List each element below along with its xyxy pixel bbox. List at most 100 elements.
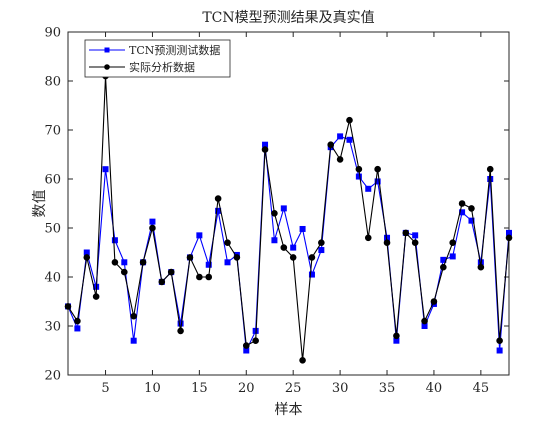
- data-point-series-1: [186, 254, 194, 261]
- x-tick-label: 35: [379, 381, 396, 396]
- x-tick-label: 10: [144, 381, 161, 396]
- data-point-series-1: [374, 165, 381, 173]
- data-point-series-1: [177, 327, 184, 335]
- data-point-series-0: [271, 237, 278, 244]
- data-point-series-1: [280, 244, 288, 251]
- data-point-series-1: [346, 116, 353, 124]
- data-point-series-1: [233, 254, 241, 261]
- data-point-series-0: [130, 337, 137, 344]
- data-point-series-1: [224, 239, 231, 246]
- data-point-series-1: [130, 312, 137, 320]
- x-axis-title: 样本: [275, 402, 303, 418]
- data-point-series-1: [393, 332, 400, 340]
- x-tick-label: 15: [191, 381, 208, 396]
- data-point-series-1: [205, 273, 213, 281]
- data-point-series-0: [308, 271, 315, 278]
- data-point-series-1: [458, 200, 466, 207]
- data-point-series-0: [346, 136, 353, 143]
- y-tick-label: 40: [44, 271, 61, 286]
- y-tick-label: 80: [44, 75, 61, 90]
- data-point-series-1: [496, 337, 503, 345]
- plot-frame: [67, 31, 510, 376]
- data-point-series-0: [365, 185, 372, 192]
- data-point-series-1: [74, 317, 81, 325]
- data-point-series-0: [205, 261, 212, 268]
- data-point-series-1: [440, 263, 447, 271]
- legend-box: [84, 39, 231, 78]
- data-point-series-0: [121, 259, 128, 266]
- x-tick-label: 30: [332, 381, 349, 396]
- data-point-series-1: [242, 342, 250, 349]
- legend-label-1: 实际分析数据: [129, 60, 195, 74]
- data-point-series-0: [102, 166, 109, 173]
- chart-title: TCN模型预测结果及真实值: [202, 10, 374, 26]
- data-point-series-1: [336, 156, 344, 163]
- x-tick-label: 5: [101, 381, 109, 396]
- data-point-series-1: [196, 273, 203, 281]
- data-point-series-0: [299, 225, 306, 232]
- data-point-series-1: [364, 234, 372, 242]
- y-tick-label: 50: [44, 222, 61, 237]
- data-point-series-0: [337, 133, 344, 140]
- data-point-series-1: [252, 337, 259, 345]
- data-point-series-0: [449, 253, 456, 260]
- data-point-series-1: [261, 146, 269, 153]
- y-tick-label: 70: [44, 124, 61, 139]
- y-tick-label: 30: [44, 320, 61, 335]
- data-point-series-1: [505, 234, 513, 242]
- data-point-series-0: [318, 247, 325, 254]
- series-line-1: [67, 76, 510, 361]
- data-point-series-1: [83, 254, 91, 261]
- data-point-series-1: [120, 268, 128, 276]
- data-point-series-1: [158, 278, 166, 286]
- data-point-series-0: [355, 173, 362, 180]
- data-point-series-1: [318, 239, 325, 246]
- data-point-series-1: [299, 357, 306, 364]
- legend-marker-0: [104, 47, 110, 53]
- data-point-series-1: [402, 229, 410, 237]
- data-point-series-1: [468, 205, 475, 212]
- data-point-series-0: [280, 205, 287, 212]
- data-point-series-1: [92, 293, 100, 300]
- x-tick-label: 25: [285, 381, 302, 396]
- data-point-series-1: [64, 303, 72, 310]
- y-tick-label: 90: [44, 26, 61, 41]
- data-point-series-0: [224, 259, 231, 266]
- data-point-series-0: [74, 325, 81, 332]
- y-tick-label: 20: [44, 369, 61, 384]
- data-point-series-1: [111, 259, 119, 266]
- data-point-series-1: [383, 239, 391, 246]
- x-tick-label: 20: [238, 381, 255, 396]
- data-point-series-0: [374, 178, 381, 185]
- data-point-series-0: [177, 320, 184, 327]
- data-point-series-1: [355, 165, 363, 173]
- y-tick-label: 60: [44, 173, 61, 188]
- legend-marker-1: [104, 64, 110, 70]
- data-point-series-0: [290, 244, 297, 251]
- data-point-series-0: [412, 232, 419, 239]
- plot-area: [68, 32, 509, 375]
- data-point-series-1: [308, 254, 316, 261]
- data-point-series-1: [486, 165, 494, 173]
- data-point-series-0: [496, 347, 503, 354]
- data-point-series-1: [167, 268, 175, 276]
- data-point-series-1: [477, 263, 485, 271]
- data-point-series-1: [421, 317, 428, 325]
- data-point-series-1: [449, 239, 457, 246]
- data-point-series-0: [111, 237, 118, 244]
- data-point-series-1: [289, 254, 297, 261]
- data-point-series-1: [327, 141, 335, 148]
- data-point-series-1: [139, 259, 147, 266]
- data-point-series-1: [430, 298, 438, 305]
- y-axis-title: 数值: [32, 190, 48, 218]
- data-point-series-1: [271, 210, 278, 217]
- x-tick-label: 40: [426, 381, 443, 396]
- data-point-series-0: [196, 232, 203, 239]
- x-tick-label: 45: [473, 381, 490, 396]
- data-point-series-1: [214, 195, 222, 202]
- data-point-series-0: [149, 218, 156, 225]
- data-point-series-1: [411, 239, 419, 246]
- data-point-series-1: [149, 224, 156, 232]
